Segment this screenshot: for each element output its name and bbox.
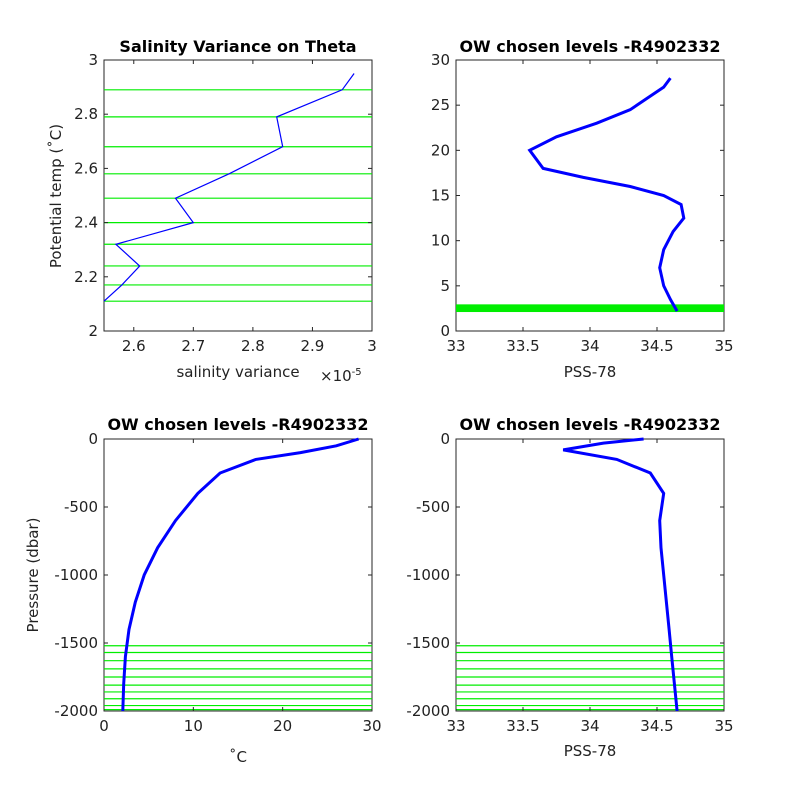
y-tick-label: 30 [431,51,450,69]
y-tick-label: 5 [440,277,450,295]
y-tick-label: 2 [88,322,98,340]
x-exponent-label: ×10-5 [320,367,362,385]
plot-area [103,59,373,332]
x-tick-label: 2.9 [301,337,325,355]
x-tick-label: 34.5 [640,717,673,735]
x-tick-label: 33 [446,717,465,735]
level-band [456,304,724,313]
plot-area [455,59,725,332]
x-tick-label: 34 [580,717,599,735]
series-line [103,73,355,302]
y-tick-label: -500 [416,498,450,516]
y-tick-label: -2000 [406,702,450,720]
panel-salinity-theta: OW chosen levels -R4902332 33 33.5 34 34.5 3… [431,37,734,381]
x-tick-label: 2.7 [181,337,205,355]
y-tick-label: 15 [431,187,450,205]
panel-temperature-pressure: OW chosen levels -R4902332 0 10 20 30 0 -500 -… [24,415,382,766]
chart-title: Salinity Variance on Theta [119,37,356,56]
x-tick-label: 33.5 [506,337,539,355]
x-tick-label: 33 [446,337,465,355]
x-tick-label: 20 [273,717,292,735]
x-axis-label: ˚C [229,748,247,766]
x-tick-label: 35 [714,337,733,355]
y-tick-label: -1500 [54,634,98,652]
y-tick-label: -1500 [406,634,450,652]
plot-area [103,438,373,712]
series-line [527,77,686,312]
y-tick-label: 2.2 [74,268,98,286]
y-tick-label: 2.8 [74,105,98,123]
y-tick-label: 0 [440,430,450,448]
y-tick-label: -1000 [54,566,98,584]
x-tick-label: 2.8 [241,337,265,355]
x-tick-label: 0 [99,717,109,735]
x-axis-label: PSS-78 [564,742,617,760]
x-tick-label: 10 [184,717,203,735]
plot-area [455,438,725,712]
y-tick-label: 0 [88,430,98,448]
series-line [121,437,360,712]
panel-salinity-pressure: OW chosen levels -R4902332 33 33.5 34 34.5 3… [406,415,733,760]
panel-salinity-variance: Salinity Variance on Theta 2.6 2.7 2.8 2.9 3… [47,37,377,385]
chart-title: OW chosen levels -R4902332 [459,37,720,56]
y-tick-label: 2.6 [74,159,98,177]
y-tick-label: -2000 [54,702,98,720]
y-tick-label: 0 [440,322,450,340]
y-tick-label: 25 [431,96,450,114]
x-tick-label: 34.5 [640,337,673,355]
y-axis-label: Potential temp (˚C) [47,124,65,268]
x-axis-label: PSS-78 [564,363,617,381]
x-axis-label: salinity variance [176,363,299,381]
x-tick-label: 35 [714,717,733,735]
y-tick-label: 2.4 [74,214,98,232]
series-line [562,437,679,712]
x-tick-label: 30 [362,717,381,735]
y-tick-label: 20 [431,141,450,159]
y-tick-label: 3 [88,51,98,69]
x-tick-label: 3 [367,337,377,355]
y-tick-label: -500 [64,498,98,516]
x-tick-label: 33.5 [506,717,539,735]
y-tick-label: -1000 [406,566,450,584]
chart-title: OW chosen levels -R4902332 [459,415,720,434]
y-tick-label: 10 [431,232,450,250]
x-tick-label: 34 [580,337,599,355]
x-tick-label: 2.6 [122,337,146,355]
y-axis-label: Pressure (dbar) [24,518,42,633]
chart-title: OW chosen levels -R4902332 [107,415,368,434]
